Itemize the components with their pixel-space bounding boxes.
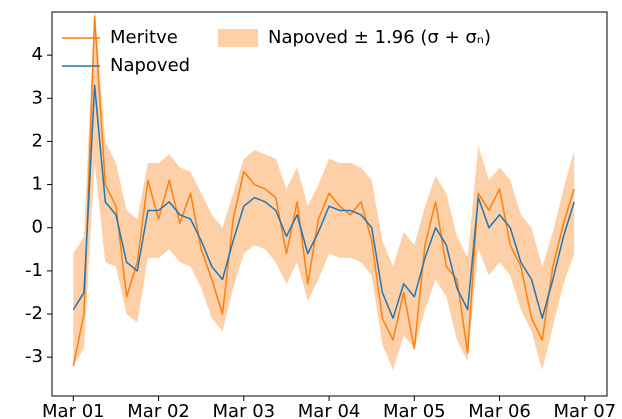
- series-line: [72, 15, 575, 366]
- plot-area: [72, 12, 575, 371]
- y-tick-label: 0: [32, 217, 43, 238]
- x-tick-label: Mar 02: [127, 401, 190, 419]
- x-tick-label: Mar 04: [298, 401, 361, 419]
- axes: -3 -2 -1 0 1 2 3 4 Mar 01 Mar 02 Mar 03 Mar 04 Mar 0…: [25, 44, 616, 419]
- y-tick-label: -1: [25, 260, 43, 281]
- y-tick-label: -3: [25, 346, 43, 367]
- x-tick-label: Mar 07: [554, 401, 617, 419]
- y-tick-label: 4: [32, 44, 43, 65]
- legend-label: Napoved: [110, 55, 190, 76]
- y-tick-label: 2: [32, 130, 43, 151]
- x-tick-label: Mar 01: [42, 401, 105, 419]
- x-tick-label: Mar 03: [213, 401, 276, 419]
- series-line: [72, 84, 575, 320]
- confidence-band: [73, 12, 575, 371]
- y-tick-label: -2: [25, 303, 43, 324]
- legend-label: Napoved ± 1.96 (σ + σₙ): [268, 27, 491, 48]
- y-tick-label: 3: [32, 87, 43, 108]
- y-tick-label: 1: [32, 174, 43, 195]
- legend: Meritve Napoved Napoved ± 1.96 (σ + σₙ): [62, 27, 491, 76]
- legend-label: Meritve: [110, 27, 178, 48]
- legend-patch: [218, 29, 258, 47]
- x-tick-label: Mar 06: [468, 401, 531, 419]
- x-tick-label: Mar 05: [383, 401, 446, 419]
